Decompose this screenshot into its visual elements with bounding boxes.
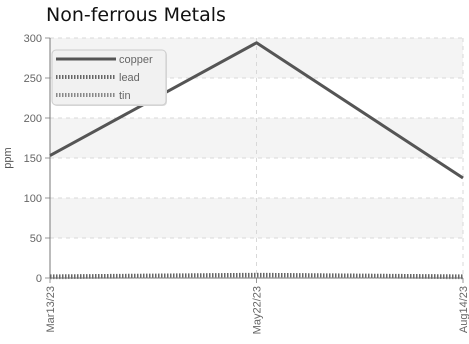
x-tick-label: May22/23 [252,286,264,334]
y-tick-label: 50 [30,233,42,245]
y-tick-label: 0 [36,273,42,285]
series-line-lead [50,275,463,277]
y-tick-label: 150 [24,153,42,165]
y-tick-label: 250 [24,73,42,85]
y-axis-label: ppm [2,147,14,168]
legend-label-lead: lead [119,72,140,84]
x-tick-label: Mar13/23 [45,286,57,332]
y-tick-label: 300 [24,33,42,45]
x-tick-label: Aug14/23 [458,286,469,333]
y-tick-label: 200 [24,113,42,125]
y-tick-label: 100 [24,193,42,205]
legend-label-tin: tin [119,90,131,102]
legend-label-copper: copper [119,54,153,66]
